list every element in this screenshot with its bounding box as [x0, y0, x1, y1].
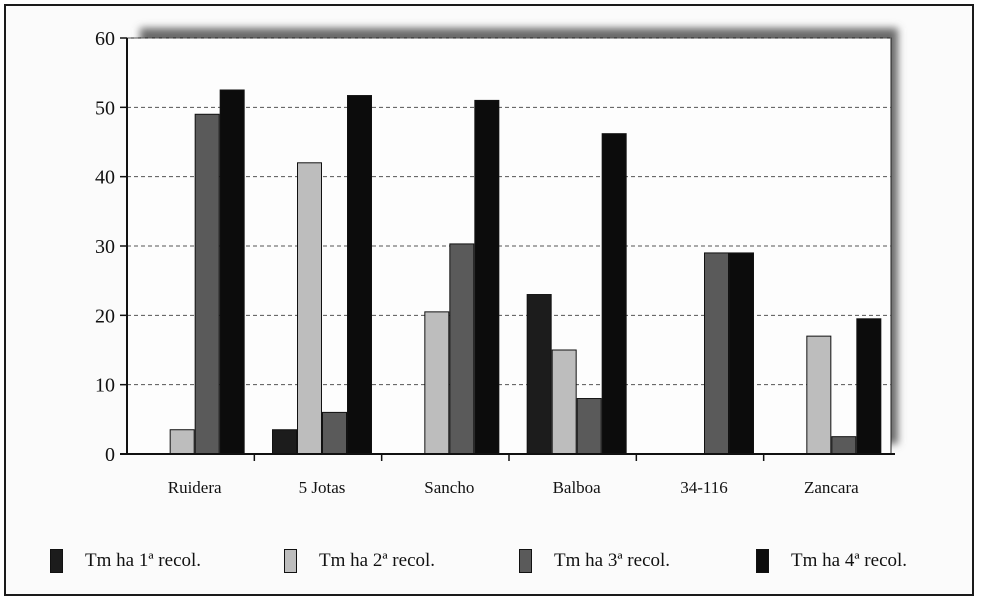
bar: [856, 318, 882, 455]
x-tick-label: Zancara: [804, 478, 859, 497]
x-tick-label: 5 Jotas: [299, 478, 346, 497]
chart-frame: 0 10 20 30 40 50 60 Ruidera 5 Jotas Sancho Balboa…: [4, 4, 974, 596]
y-tick-label: 40: [95, 167, 115, 189]
y-axis-ticks: 0 10 20 30 40 50 60: [95, 28, 127, 466]
bar: [806, 335, 832, 455]
gridlines: [127, 37, 891, 386]
legend-item-4: Tm ha 4ª recol.: [756, 549, 907, 573]
x-tick-label: Balboa: [553, 478, 602, 497]
x-tick-label: 34-116: [680, 478, 728, 497]
x-tick-label: Ruidera: [168, 478, 222, 497]
legend-swatch-4: [756, 549, 769, 573]
bars: [169, 89, 882, 455]
bar: [424, 311, 450, 455]
legend: Tm ha 1ª recol. Tm ha 2ª recol. Tm ha 3ª…: [46, 549, 946, 579]
legend-item-1: Tm ha 1ª recol.: [50, 549, 201, 573]
legend-item-3: Tm ha 3ª recol.: [519, 549, 670, 573]
legend-label-4: Tm ha 4ª recol.: [791, 550, 908, 571]
bar: [449, 243, 475, 455]
y-tick-label: 10: [95, 375, 115, 397]
bar: [601, 133, 627, 455]
bar: [347, 95, 372, 455]
legend-swatch-2: [284, 549, 297, 573]
bar: [526, 294, 552, 455]
y-tick-label: 60: [95, 28, 115, 50]
legend-item-2: Tm ha 2ª recol.: [284, 549, 435, 573]
bar: [169, 429, 195, 455]
y-tick-label: 30: [95, 236, 115, 258]
bar: [194, 113, 220, 455]
bar: [551, 349, 577, 455]
bar: [729, 252, 754, 455]
bar: [322, 411, 347, 455]
legend-label-3: Tm ha 3ª recol.: [554, 550, 671, 571]
bar: [219, 89, 245, 455]
bar: [272, 429, 297, 455]
y-tick-label: 0: [105, 444, 115, 466]
bar: [297, 162, 322, 455]
x-tick-label: Sancho: [424, 478, 474, 497]
bar: [704, 252, 729, 455]
legend-swatch-1: [50, 549, 63, 573]
legend-label-1: Tm ha 1ª recol.: [85, 550, 202, 571]
legend-label-2: Tm ha 2ª recol.: [319, 550, 436, 571]
legend-swatch-3: [519, 549, 532, 573]
bar: [831, 436, 857, 455]
x-axis-labels: Ruidera 5 Jotas Sancho Balboa 34-116 Zancara: [168, 478, 859, 497]
bar-chart: 0 10 20 30 40 50 60 Ruidera 5 Jotas Sancho Balboa…: [95, 28, 898, 497]
bar: [576, 398, 602, 455]
bar: [474, 99, 500, 455]
y-tick-label: 50: [95, 97, 115, 119]
y-tick-label: 20: [95, 305, 115, 327]
